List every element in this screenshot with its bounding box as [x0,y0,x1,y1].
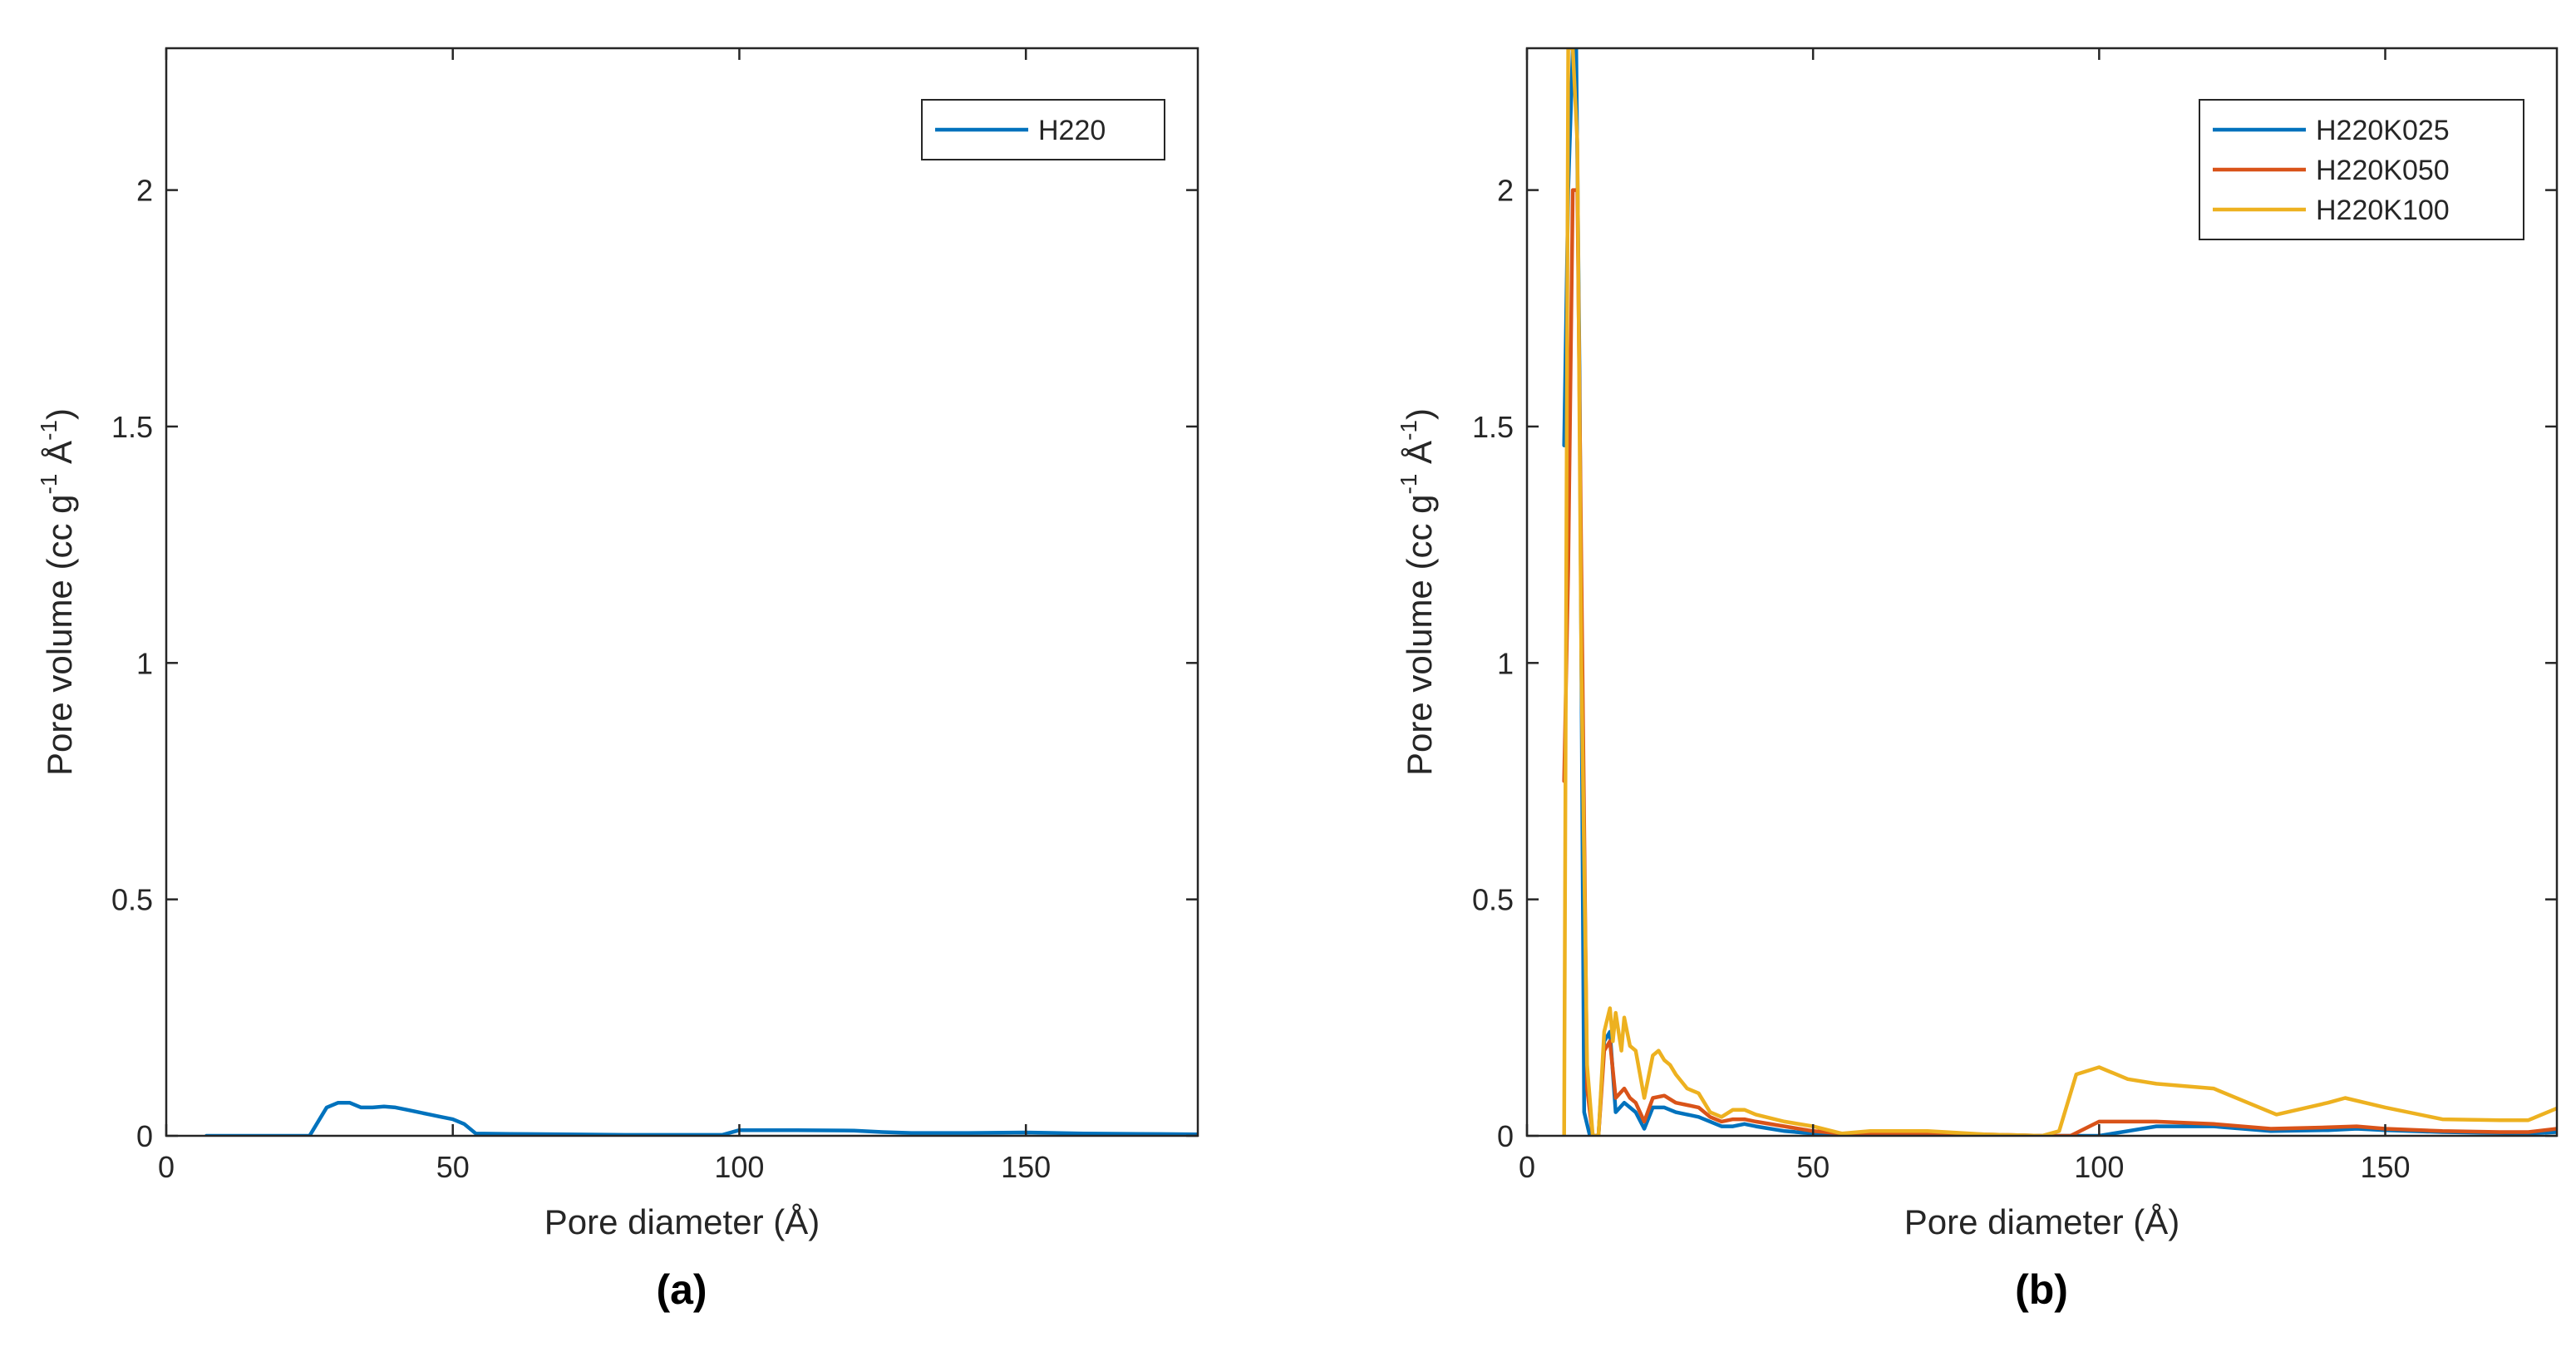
chart-panel-1: 0 50 100 150 0 0.5 1 1.5 2 Pore diameter (Å) Pore … [36,47,1199,1313]
chart-panel-2: 0 50 100 150 0 0.5 1 1.5 2 Pore diameter (Å) Pore … [1396,47,2559,1313]
axes-box [1525,47,2559,1137]
x-tick-label: 0 [1519,1150,1535,1184]
legend: H220 [921,99,1165,160]
x-axis-label: Pore diameter (Å) [544,1202,820,1241]
y-tick-label: 0 [136,1119,153,1153]
y-axis-label: Pore volume (cc g-1 Å-1) [1396,408,1439,776]
legend-label-H220K100: H220K100 [2316,195,2450,226]
series-group [204,1100,1198,1136]
series-line-H220K100 [1562,48,2557,1136]
panel-label: (a) [656,1266,707,1313]
y-tick-label: 2 [136,174,153,208]
x-tick-label: 50 [1796,1150,1830,1184]
y-tick-label: 0.5 [1472,883,1514,917]
x-tick-label: 150 [1001,1150,1051,1184]
y-axis-label: Pore volume (cc g-1 Å-1) [36,408,79,776]
legend: H220K025 H220K050 H220K100 [2199,99,2524,240]
x-tick-label: 100 [714,1150,764,1184]
y-tick-label: 0 [1497,1119,1514,1153]
y-tick-label: 1.5 [111,410,153,444]
x-tick-label: 100 [2074,1150,2124,1184]
x-tick-label: 50 [436,1150,470,1184]
y-tick-label: 2 [1497,174,1514,208]
x-axis-label: Pore diameter (Å) [1904,1202,2180,1241]
panel-label: (b) [2015,1266,2068,1313]
series-line-H220 [204,1100,1198,1136]
x-tick-label: 0 [158,1150,175,1184]
series-line-H220K050 [1562,188,2557,1136]
x-tick-label: 150 [2360,1150,2410,1184]
legend-label-H220: H220 [1038,115,1106,146]
y-tick-label: 1 [1497,646,1514,680]
y-tick-label: 0.5 [111,883,153,917]
legend-label-H220K050: H220K050 [2316,155,2450,186]
legend-box [921,99,1165,160]
axes-box [165,47,1199,1137]
y-tick-label: 1.5 [1472,410,1514,444]
legend-label-H220K025: H220K025 [2316,115,2450,146]
y-tick-label: 1 [136,646,153,680]
series-group [1562,48,2557,1136]
